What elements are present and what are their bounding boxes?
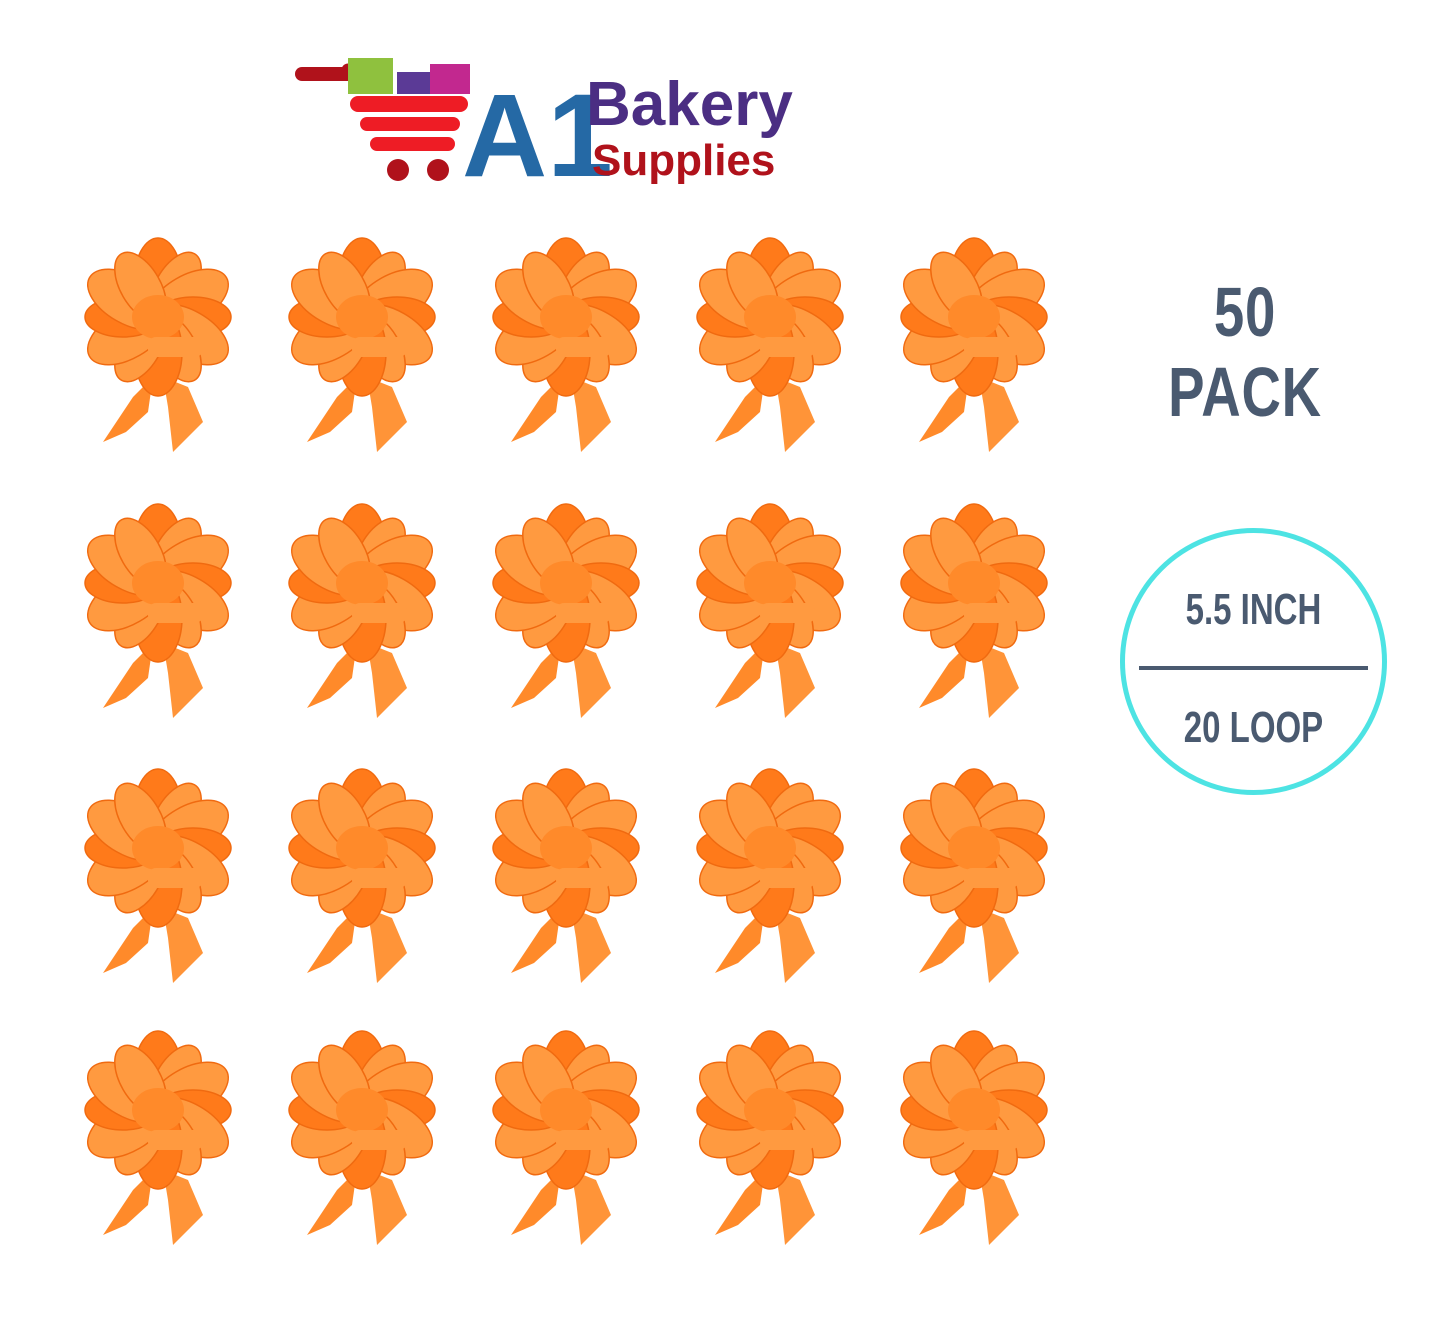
svg-text:Supplies: Supplies	[592, 136, 775, 185]
orange-pull-bow-image	[78, 1030, 238, 1245]
orange-pull-bow-image	[486, 237, 646, 452]
orange-pull-bow-image	[690, 768, 850, 983]
orange-pull-bow-image	[690, 503, 850, 718]
orange-pull-bow-image	[894, 768, 1054, 983]
svg-text:A1: A1	[462, 70, 613, 190]
orange-pull-bow-image	[486, 503, 646, 718]
orange-pull-bow-image	[690, 237, 850, 452]
shopping-cart-icon	[295, 58, 470, 181]
orange-pull-bow-image	[486, 1030, 646, 1245]
size-badge: 5.5 INCH 20 LOOP	[1120, 528, 1387, 795]
orange-pull-bow-image	[282, 1030, 442, 1245]
orange-pull-bow-image	[690, 1030, 850, 1245]
orange-pull-bow-image	[486, 768, 646, 983]
badge-divider	[1139, 666, 1368, 670]
orange-pull-bow-image	[894, 1030, 1054, 1245]
orange-pull-bow-image	[78, 503, 238, 718]
pack-count-label: 50 PACK	[1168, 273, 1322, 431]
size-label: 5.5 INCH	[1185, 585, 1322, 634]
a1-bakery-supplies-logo: A1 Bakery Supplies	[295, 58, 793, 190]
orange-pull-bow-image	[282, 503, 442, 718]
orange-pull-bow-image	[78, 768, 238, 983]
orange-pull-bow-image	[78, 237, 238, 452]
svg-text:Bakery: Bakery	[586, 70, 793, 139]
orange-pull-bow-image	[282, 237, 442, 452]
orange-pull-bow-image	[894, 503, 1054, 718]
loop-count-label: 20 LOOP	[1183, 703, 1324, 752]
orange-pull-bow-image	[894, 237, 1054, 452]
orange-pull-bow-image	[282, 768, 442, 983]
